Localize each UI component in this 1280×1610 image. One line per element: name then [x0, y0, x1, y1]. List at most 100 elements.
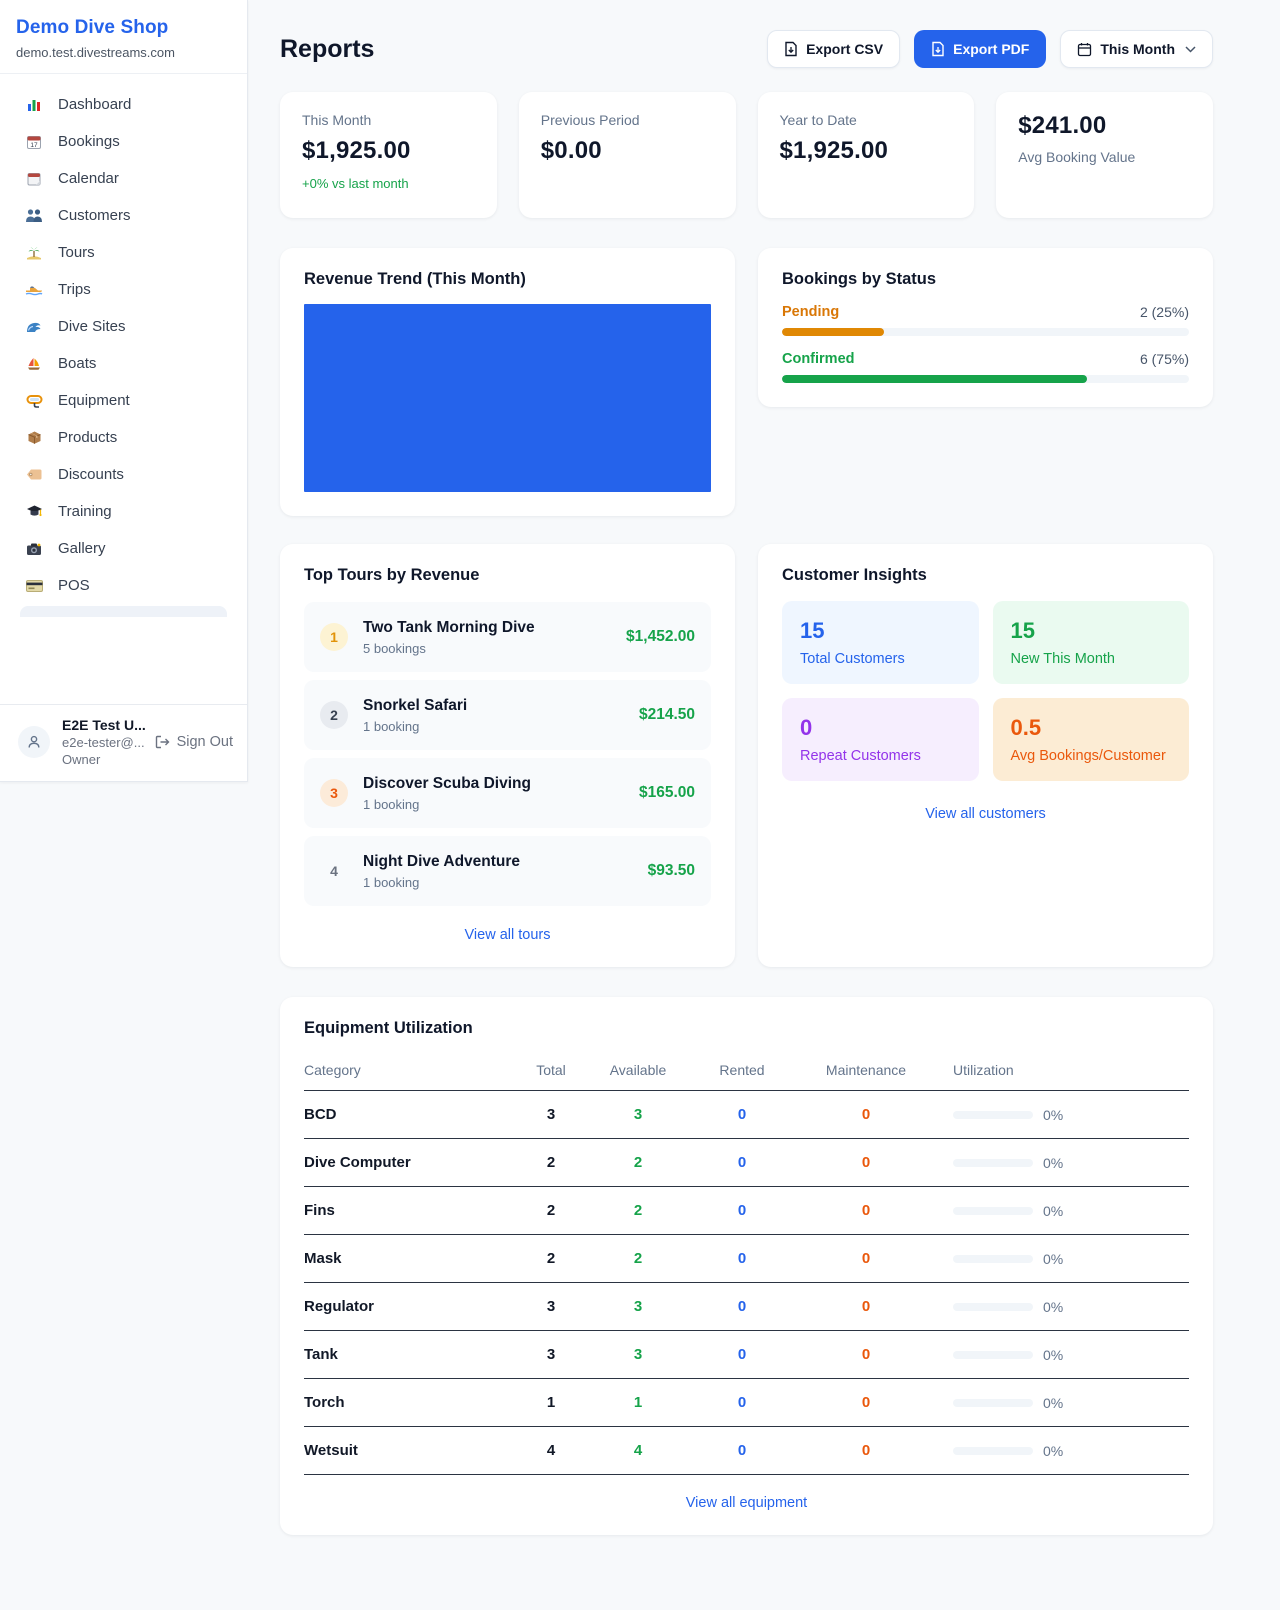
rank-badge: 3: [320, 779, 348, 807]
period-label: This Month: [1100, 41, 1175, 57]
cell-available: 2: [633, 1202, 643, 1219]
sidebar-item-products[interactable]: Products: [10, 419, 237, 456]
wave-icon: [24, 318, 44, 335]
export-pdf-button[interactable]: Export PDF: [914, 30, 1047, 68]
sidebar-item-label: Dashboard: [58, 96, 132, 113]
table-row: Torch 1 1 0 0 0%: [304, 1379, 1189, 1427]
sidebar-item-trips[interactable]: Trips: [10, 271, 237, 308]
calendar-date-icon: 17: [24, 133, 44, 150]
tour-bookings: 5 bookings: [363, 640, 426, 656]
rank-badge: 1: [320, 623, 348, 651]
svg-text:17: 17: [30, 142, 38, 149]
tour-amount: $1,452.00: [626, 628, 695, 645]
tile-label: Avg Bookings/Customer: [1010, 748, 1166, 764]
dive-mask-icon: [24, 392, 44, 409]
tile-label: New This Month: [1010, 651, 1116, 667]
tour-row: 2 Snorkel Safari 1 booking $214.50: [304, 680, 711, 750]
people-icon: [24, 207, 44, 224]
sidebar-item-boats[interactable]: Boats: [10, 345, 237, 382]
stat-value: $0.00: [540, 137, 602, 164]
utilization-bar: [953, 1446, 1033, 1455]
status-count: 2 (25%): [1139, 304, 1189, 320]
speedboat-icon: [24, 281, 44, 298]
cell-category: Fins: [304, 1202, 335, 1219]
sidebar-item-discounts[interactable]: Discounts: [10, 456, 237, 493]
user-role: Owner: [62, 752, 101, 767]
user-email: e2e-tester@...: [62, 735, 145, 750]
cell-available: 3: [633, 1346, 643, 1363]
sidebar-item-customers[interactable]: Customers: [10, 197, 237, 234]
utilization-bar: [953, 1254, 1033, 1263]
sign-out-icon: [155, 735, 170, 749]
cell-total: 4: [546, 1442, 556, 1459]
utilization-bar: [953, 1158, 1033, 1167]
cell-maintenance: 0: [861, 1394, 871, 1411]
tile-value: 15: [1010, 618, 1035, 643]
stat-label: Previous Period: [540, 112, 640, 128]
sidebar-item-equipment[interactable]: Equipment: [10, 382, 237, 419]
sidebar-item-label: Equipment: [58, 392, 130, 409]
tour-amount: $214.50: [638, 706, 695, 723]
table-row: Fins 2 2 0 0 0%: [304, 1187, 1189, 1235]
equipment-utilization-card: Equipment Utilization Category Total Ava…: [280, 997, 1213, 1535]
sidebar-item-calendar[interactable]: Calendar: [10, 160, 237, 197]
column-total: Total: [536, 1062, 566, 1078]
top-tours-card: Top Tours by Revenue 1 Two Tank Morning …: [280, 544, 735, 967]
table-row: Dive Computer 2 2 0 0 0%: [304, 1139, 1189, 1187]
sidebar-item-pos[interactable]: POS: [10, 567, 237, 604]
cell-rented: 0: [737, 1106, 747, 1123]
file-download-icon: [785, 41, 797, 57]
sidebar-item-label: Calendar: [58, 170, 119, 187]
sidebar-item-bookings[interactable]: 17 Bookings: [10, 123, 237, 160]
sailboat-icon: [24, 355, 44, 372]
tour-bookings: 1 booking: [363, 874, 420, 890]
view-all-equipment-link[interactable]: View all equipment: [685, 1495, 808, 1511]
tile-label: Total Customers: [800, 651, 905, 667]
export-csv-label: Export CSV: [806, 41, 884, 57]
bookings-by-status-title: Bookings by Status: [782, 270, 937, 288]
page-header: Reports Export CSV Export PDF This Month: [280, 30, 1213, 68]
package-icon: [24, 429, 44, 446]
cell-category: Regulator: [304, 1298, 375, 1315]
sign-out-button[interactable]: Sign Out: [155, 734, 233, 750]
sidebar-item-dashboard[interactable]: Dashboard: [10, 86, 237, 123]
cell-total: 3: [546, 1106, 556, 1123]
utilization-percent: 0%: [1043, 1346, 1064, 1363]
revenue-trend-title: Revenue Trend (This Month): [304, 270, 526, 288]
period-dropdown[interactable]: This Month: [1060, 30, 1213, 68]
tile-value: 0.5: [1010, 715, 1042, 740]
view-all-tours-link[interactable]: View all tours: [464, 927, 551, 943]
cell-available: 2: [633, 1154, 643, 1171]
status-bar-fill: [782, 375, 1088, 383]
tour-name: Snorkel Safari: [363, 696, 468, 714]
stat-label: This Month: [302, 112, 372, 128]
cell-category: Mask: [304, 1250, 342, 1267]
status-bar-track: [782, 328, 1189, 336]
insight-tile-new-this-month: 15 New This Month: [992, 601, 1189, 684]
cell-available: 3: [633, 1106, 643, 1123]
sidebar-item-dive-sites[interactable]: Dive Sites: [10, 308, 237, 345]
tag-icon: [24, 466, 44, 483]
status-bar-fill: [782, 328, 884, 336]
table-row: Wetsuit 4 4 0 0 0%: [304, 1427, 1189, 1475]
sidebar-item-reports-partial[interactable]: [20, 606, 227, 617]
cell-maintenance: 0: [861, 1250, 871, 1267]
insight-tile-repeat-customers: 0 Repeat Customers: [782, 698, 979, 781]
chevron-down-icon: [1185, 45, 1196, 53]
utilization-bar: [953, 1206, 1033, 1215]
sidebar-item-label: Discounts: [58, 466, 124, 483]
export-csv-button[interactable]: Export CSV: [767, 30, 901, 68]
utilization-percent: 0%: [1043, 1298, 1064, 1315]
cell-available: 4: [633, 1442, 643, 1459]
customer-insights-card: Customer Insights 15 Total Customers 15 …: [758, 544, 1213, 967]
sidebar-item-label: Customers: [58, 207, 131, 224]
shop-header: Demo Dive Shop demo.test.divestreams.com: [0, 0, 247, 74]
sidebar-item-label: Tours: [58, 244, 95, 261]
sidebar-item-gallery[interactable]: Gallery: [10, 530, 237, 567]
cell-rented: 0: [737, 1154, 747, 1171]
table-row: Tank 3 3 0 0 0%: [304, 1331, 1189, 1379]
view-all-customers-link[interactable]: View all customers: [925, 806, 1046, 822]
sidebar-item-tours[interactable]: Tours: [10, 234, 237, 271]
sidebar-item-training[interactable]: Training: [10, 493, 237, 530]
island-icon: [24, 244, 44, 261]
